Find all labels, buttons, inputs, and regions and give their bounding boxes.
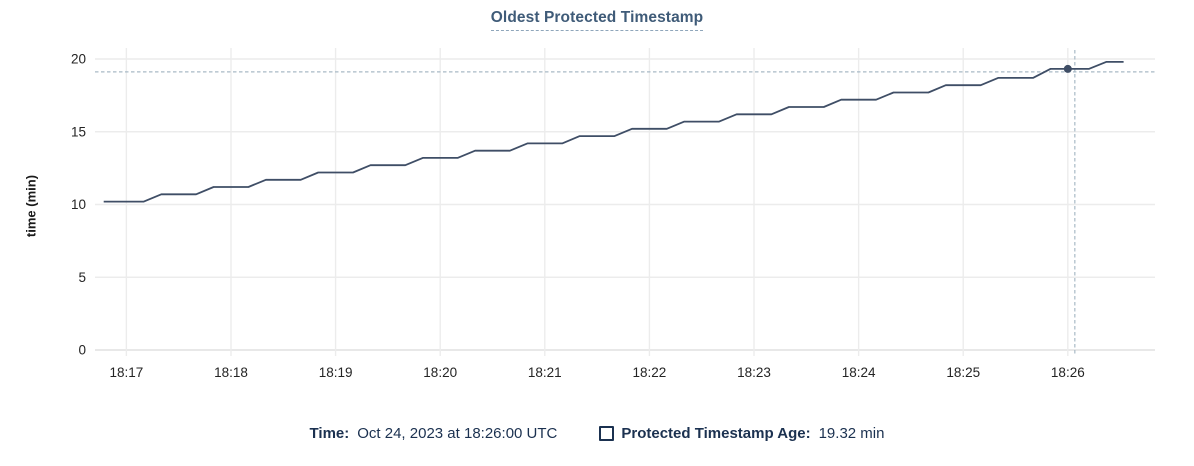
y-tick-label: 5 <box>78 270 86 285</box>
x-tick-label: 18:20 <box>423 365 457 380</box>
series-value: 19.32 min <box>818 425 885 442</box>
x-tick-label: 18:17 <box>109 365 143 380</box>
chart-title-row: Oldest Protected Timestamp <box>0 9 1194 31</box>
x-tick-label: 18:24 <box>842 365 876 380</box>
x-tick-label: 18:26 <box>1051 365 1085 380</box>
time-label: Time: <box>309 425 350 442</box>
x-tick-label: 18:19 <box>319 365 353 380</box>
y-tick-label: 20 <box>71 52 86 67</box>
y-tick-label: 10 <box>71 197 86 212</box>
hover-readout-legend: Time: Oct 24, 2023 at 18:26:00 UTC Prote… <box>0 425 1194 442</box>
y-axis-title: time (min) <box>23 174 39 238</box>
series-legend-checkbox[interactable] <box>599 426 615 441</box>
chart-title[interactable]: Oldest Protected Timestamp <box>490 9 704 31</box>
hover-dot <box>1063 64 1072 73</box>
series-line <box>103 61 1124 203</box>
x-tick-label: 18:22 <box>633 365 667 380</box>
y-tick-label: 0 <box>78 343 86 358</box>
y-tick-label: 15 <box>71 124 86 139</box>
series-label: Protected Timestamp Age: <box>621 425 811 442</box>
x-tick-label: 18:21 <box>528 365 562 380</box>
line-chart-plot[interactable]: 0 5 10 15 20 18:17 18:18 18:19 18:20 18:21 18:22 18… <box>0 0 1194 412</box>
x-tick-label: 18:23 <box>737 365 771 380</box>
time-value: Oct 24, 2023 at 18:26:00 UTC <box>357 425 558 442</box>
x-tick-label: 18:18 <box>214 365 248 380</box>
x-tick-label: 18:25 <box>946 365 980 380</box>
